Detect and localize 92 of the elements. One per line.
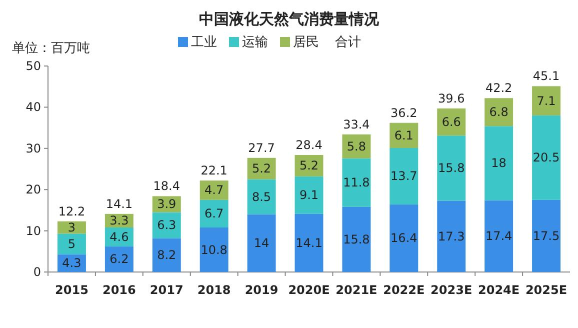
- data-label: 3.3: [110, 214, 129, 228]
- data-label: 6.3: [157, 218, 176, 232]
- total-label: 45.1: [532, 69, 560, 84]
- total-label: 18.4: [153, 179, 180, 194]
- x-tick-label: 2021E: [336, 283, 378, 297]
- bar: [342, 206, 371, 272]
- bar: [247, 214, 276, 272]
- bar: [152, 238, 181, 272]
- x-tick-label: 2018: [197, 283, 231, 297]
- data-label: 6.7: [204, 206, 224, 221]
- bar: [294, 176, 324, 214]
- data-label: 7.1: [536, 94, 556, 108]
- chart-title: 中国液化天然气消费量情况: [199, 10, 380, 28]
- bar: [532, 86, 561, 116]
- x-tick-label: 2020E: [288, 283, 330, 297]
- total-label: 12.2: [58, 204, 86, 218]
- y-tick-label: 20: [26, 182, 41, 197]
- bar: [390, 122, 418, 148]
- bar: [437, 200, 466, 272]
- data-label: 6.6: [442, 115, 461, 130]
- data-label: 4.3: [62, 256, 82, 270]
- data-label: 17.3: [438, 229, 465, 244]
- legend-label: 工业: [191, 35, 217, 50]
- data-label: 6.1: [394, 128, 414, 142]
- total-label: 39.6: [438, 91, 465, 106]
- data-label: 8.2: [157, 248, 176, 262]
- y-tick-label: 40: [26, 100, 41, 114]
- data-label: 3.9: [157, 197, 176, 212]
- bar: [484, 98, 514, 126]
- bar: [532, 200, 561, 272]
- total-label: 33.4: [343, 117, 370, 132]
- data-label: 4.7: [204, 183, 224, 198]
- bar: [200, 180, 228, 200]
- data-label: 9.1: [299, 188, 319, 202]
- data-label: 14: [254, 236, 270, 250]
- bar: [294, 214, 324, 272]
- total-label: 28.4: [296, 138, 322, 152]
- y-tick-label: 10: [26, 224, 41, 238]
- data-label: 8.5: [252, 190, 272, 204]
- data-label: 11.8: [343, 176, 370, 190]
- data-label: 17.4: [485, 229, 512, 244]
- x-tick-label: 2015: [55, 283, 88, 297]
- total-label: 14.1: [106, 196, 133, 211]
- x-tick-label: 2019: [244, 283, 278, 297]
- data-label: 15.8: [438, 161, 465, 176]
- data-label: 17.5: [532, 228, 560, 243]
- x-tick-label: 2025E: [525, 283, 568, 297]
- bar: [247, 158, 276, 180]
- bar: [200, 228, 228, 272]
- bar: [484, 200, 514, 272]
- x-tick-label: 2022E: [383, 283, 425, 297]
- bar: [342, 158, 371, 207]
- x-tick-label: 2017: [150, 283, 184, 297]
- data-label: 5.2: [252, 162, 272, 176]
- bar: [57, 234, 86, 254]
- bar: [437, 136, 466, 201]
- total-label: 27.7: [248, 140, 275, 155]
- bar: [200, 200, 228, 228]
- x-tick-label: 2023E: [430, 283, 472, 297]
- data-label: 6.2: [110, 252, 129, 266]
- data-label: 5.8: [346, 139, 366, 154]
- data-label: 10.8: [200, 242, 228, 257]
- y-axis-title: 单位：百万吨: [12, 41, 90, 56]
- bar: [390, 148, 418, 204]
- bar: [532, 115, 561, 200]
- total-label: 36.2: [390, 106, 418, 120]
- data-label: 14.1: [296, 236, 322, 250]
- legend-label: 运输: [242, 35, 268, 50]
- bar: [342, 134, 371, 158]
- data-label: 3: [68, 220, 76, 235]
- data-label: 20.5: [532, 150, 560, 165]
- bar: [484, 126, 514, 200]
- data-label: 5.2: [299, 158, 319, 173]
- data-label: 5: [68, 236, 76, 251]
- y-tick-label: 30: [26, 141, 41, 156]
- x-tick-label: 2016: [102, 283, 136, 297]
- y-tick-label: 50: [26, 59, 41, 73]
- data-label: 16.4: [390, 231, 418, 246]
- data-label: 4.6: [110, 230, 129, 244]
- text: 合计: [335, 35, 361, 50]
- total-label: 42.2: [485, 81, 512, 96]
- bar: [247, 179, 276, 214]
- data-label: 13.7: [390, 169, 418, 184]
- data-label: 15.8: [343, 232, 370, 246]
- legend-label: 居民: [293, 35, 319, 50]
- y-tick-label: 0: [33, 265, 41, 279]
- total-label: 22.1: [200, 164, 228, 178]
- data-label: 18: [491, 156, 506, 170]
- bar: [104, 246, 134, 272]
- x-tick-label: 2024E: [478, 283, 520, 297]
- bar: [390, 204, 418, 272]
- data-label: 6.8: [489, 105, 508, 120]
